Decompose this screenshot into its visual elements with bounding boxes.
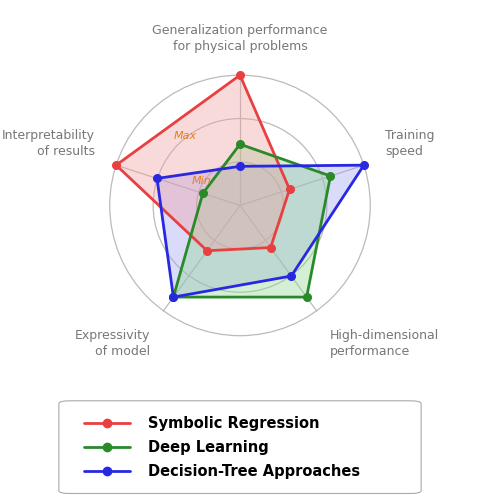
- Polygon shape: [173, 144, 330, 297]
- Polygon shape: [116, 75, 289, 250]
- Text: Decision-Tree Approaches: Decision-Tree Approaches: [148, 464, 360, 479]
- Text: Expressivity
of model: Expressivity of model: [75, 329, 150, 358]
- Text: Training
speed: Training speed: [385, 129, 434, 158]
- Text: Interpretability
of results: Interpretability of results: [2, 129, 95, 158]
- Text: Symbolic Regression: Symbolic Regression: [148, 415, 319, 430]
- Text: Generalization performance
for physical problems: Generalization performance for physical …: [152, 24, 328, 53]
- Polygon shape: [157, 165, 364, 297]
- Text: Deep Learning: Deep Learning: [148, 440, 268, 454]
- Text: High-dimensional
performance: High-dimensional performance: [330, 329, 439, 358]
- Text: Max: Max: [174, 131, 197, 141]
- Text: Min: Min: [192, 176, 211, 186]
- FancyBboxPatch shape: [59, 401, 421, 493]
